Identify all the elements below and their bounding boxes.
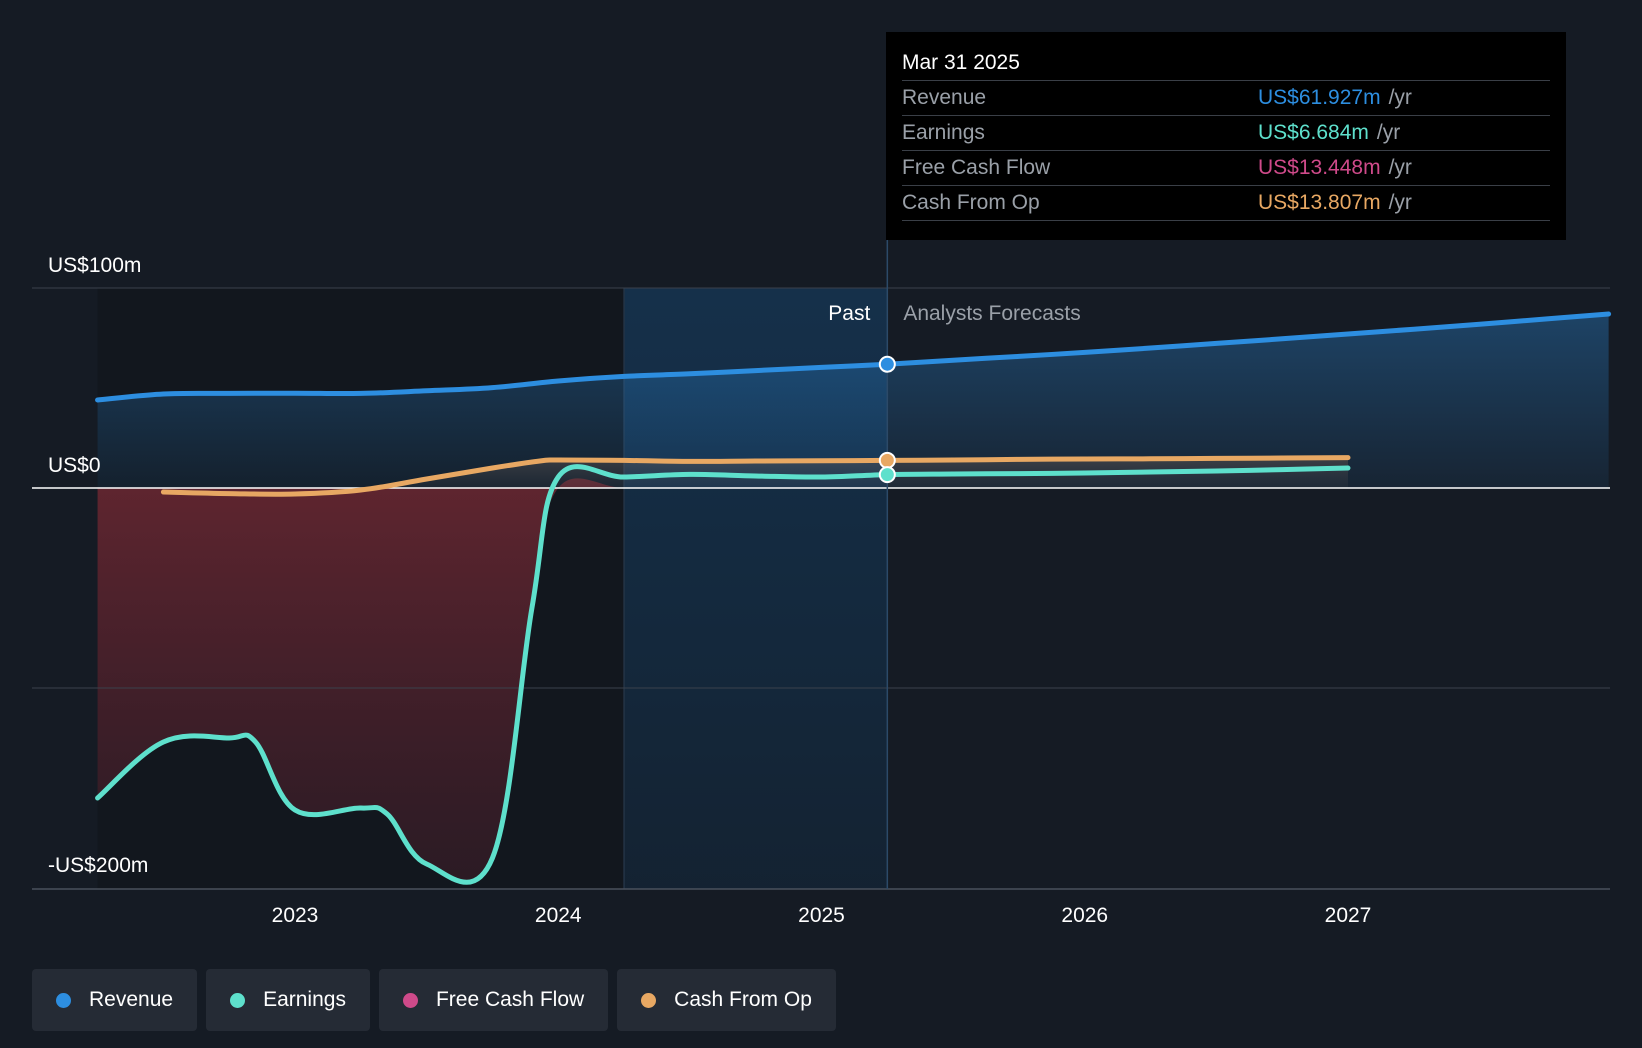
tooltip-row-earnings: Earnings US$6.684m /yr (902, 116, 1550, 151)
forecast-label: Analysts Forecasts (903, 302, 1080, 325)
revenue-area (97, 314, 1609, 488)
legend-label: Cash From Op (674, 988, 812, 1011)
tooltip-row-revenue: Revenue US$61.927m /yr (902, 81, 1550, 116)
area-fill-layer (97, 314, 1609, 883)
x-tick-label: 2026 (1061, 904, 1108, 927)
x-tick-label: 2025 (798, 904, 845, 927)
tooltip-label: Free Cash Flow (902, 156, 1051, 179)
tooltip-row-cash-from-op: Cash From Op US$13.807m /yr (902, 186, 1550, 221)
marker-cash-from-op (878, 451, 896, 469)
x-tick-label: 2027 (1325, 904, 1372, 927)
legend-dot-icon (402, 992, 418, 1008)
series-line-revenue (95, 311, 1612, 403)
marker-earnings (878, 466, 896, 484)
tooltip-unit: /yr (1388, 86, 1412, 109)
y-tick-label: -US$200m (48, 854, 148, 877)
legend-label: Free Cash Flow (435, 988, 585, 1011)
marker-revenue (878, 355, 896, 373)
tooltip-unit: /yr (1376, 121, 1401, 144)
tooltip-value: US$6.684m (1258, 121, 1369, 144)
tooltip-label: Revenue (902, 86, 987, 109)
gridline-layer (32, 240, 1610, 890)
legend-label: Earnings (263, 988, 346, 1011)
legend-item-cash-from-op[interactable]: Cash From Op (617, 969, 836, 1031)
y-tick-label: US$100m (48, 254, 141, 277)
tooltip-date: Mar 31 2025 (902, 46, 1550, 81)
tooltip: Mar 31 2025 Revenue US$61.927m /yr Earni… (886, 32, 1566, 240)
legend-dot-icon (641, 992, 657, 1008)
earnings-negative-area (97, 478, 1348, 883)
tooltip-value: US$13.448m (1258, 156, 1381, 179)
legend: Revenue Earnings Free Cash Flow Cash Fro… (32, 969, 836, 1031)
label-layer: US$100m US$0 -US$200m 2023 2024 2025 2026 2027 P… (48, 254, 1371, 927)
legend-item-revenue[interactable]: Revenue (32, 969, 198, 1031)
y-tick-label: US$0 (48, 454, 101, 477)
series-line-cash-from-op (160, 455, 1351, 497)
cash-from-op-area (163, 457, 1348, 489)
legend-dot-icon (56, 992, 71, 1008)
tooltip-label: Earnings (902, 121, 985, 144)
tooltip-label: Cash From Op (902, 191, 1040, 214)
series-line-layer (95, 311, 1612, 885)
legend-item-free-cash-flow[interactable]: Free Cash Flow (378, 969, 609, 1031)
x-tick-label: 2023 (272, 904, 319, 927)
x-tick-label: 2024 (535, 904, 582, 927)
series-line-earnings (95, 464, 1351, 885)
tooltip-unit: /yr (1388, 191, 1412, 214)
tooltip-value: US$61.927m (1258, 86, 1381, 109)
past-label: Past (828, 302, 870, 325)
tooltip-row-free-cash-flow: Free Cash Flow US$13.448m /yr (902, 151, 1550, 186)
tooltip-unit: /yr (1388, 156, 1412, 179)
legend-dot-icon (230, 992, 246, 1008)
tooltip-value: US$13.807m (1258, 191, 1381, 214)
marker-layer (878, 355, 896, 484)
legend-label: Revenue (89, 988, 174, 1011)
legend-item-earnings[interactable]: Earnings (206, 969, 370, 1031)
